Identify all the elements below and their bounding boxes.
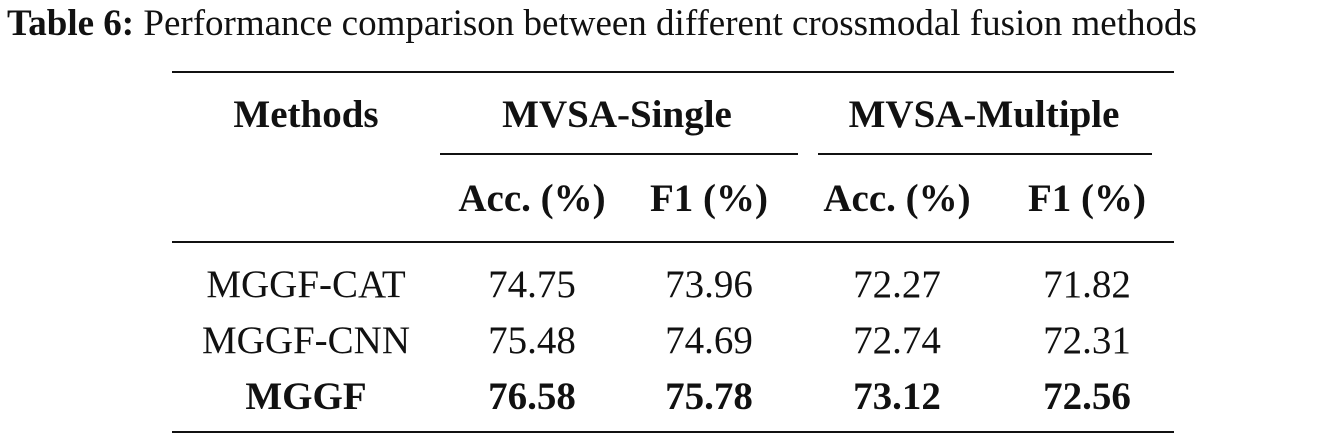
- group-header-mvsa-multiple: MVSA-Multiple: [794, 71, 1174, 155]
- subheader-single-f1: F1 (%): [649, 176, 769, 220]
- value-cell: 72.31: [1043, 319, 1131, 362]
- value-cell: 72.56: [1000, 369, 1174, 433]
- group-header-mvsa-single: MVSA-Single: [440, 71, 798, 155]
- method-cell: MGGF: [172, 369, 440, 433]
- value-cell: 73.12: [794, 369, 1000, 433]
- results-table-wrapper: Methods MVSA-Single MVSA-Multiple Acc. (…: [172, 71, 1174, 433]
- cmidrule-mvsa-multiple: [818, 153, 1152, 155]
- subheader-multiple-f1: F1 (%): [1027, 176, 1147, 220]
- value-cell: 71.82: [1043, 263, 1131, 306]
- header-group-row: Methods MVSA-Single MVSA-Multiple: [172, 71, 1174, 155]
- header-sub-row: Acc. (%) F1 (%) Acc. (%) F1 (%): [172, 155, 1174, 242]
- table-caption: Table 6: Performance comparison between …: [7, 2, 1343, 46]
- subheader-single-acc: Acc. (%): [458, 176, 606, 220]
- group-label-mvsa-single: MVSA-Single: [502, 92, 732, 136]
- caption-label: Table 6:: [7, 3, 135, 44]
- method-cell: MGGF-CAT: [206, 263, 406, 306]
- method-cell: MGGF-CNN: [201, 319, 411, 362]
- group-label-mvsa-multiple: MVSA-Multiple: [848, 92, 1120, 136]
- value-cell: 72.27: [853, 263, 941, 306]
- empty-header-cell: [172, 155, 440, 242]
- table-row: MGGF 76.58 75.78 73.12 72.56: [172, 369, 1174, 433]
- value-cell: 74.75: [488, 263, 576, 306]
- value-cell: 74.69: [665, 319, 753, 362]
- value-cell: 75.78: [624, 369, 794, 433]
- value-cell: 72.74: [853, 319, 941, 362]
- subheader-multiple-acc: Acc. (%): [823, 176, 971, 220]
- value-cell: 76.58: [440, 369, 624, 433]
- cmidrule-mvsa-single: [440, 153, 798, 155]
- table-row: MGGF-CNN 75.48 74.69 72.74 72.31: [172, 313, 1174, 369]
- results-table: Methods MVSA-Single MVSA-Multiple Acc. (…: [172, 71, 1174, 433]
- methods-header: Methods: [172, 71, 440, 155]
- value-cell: 73.96: [665, 263, 753, 306]
- value-cell: 75.48: [488, 319, 576, 362]
- table-row: MGGF-CAT 74.75 73.96 72.27 71.82: [172, 243, 1174, 313]
- caption-text: Performance comparison between different…: [143, 3, 1197, 44]
